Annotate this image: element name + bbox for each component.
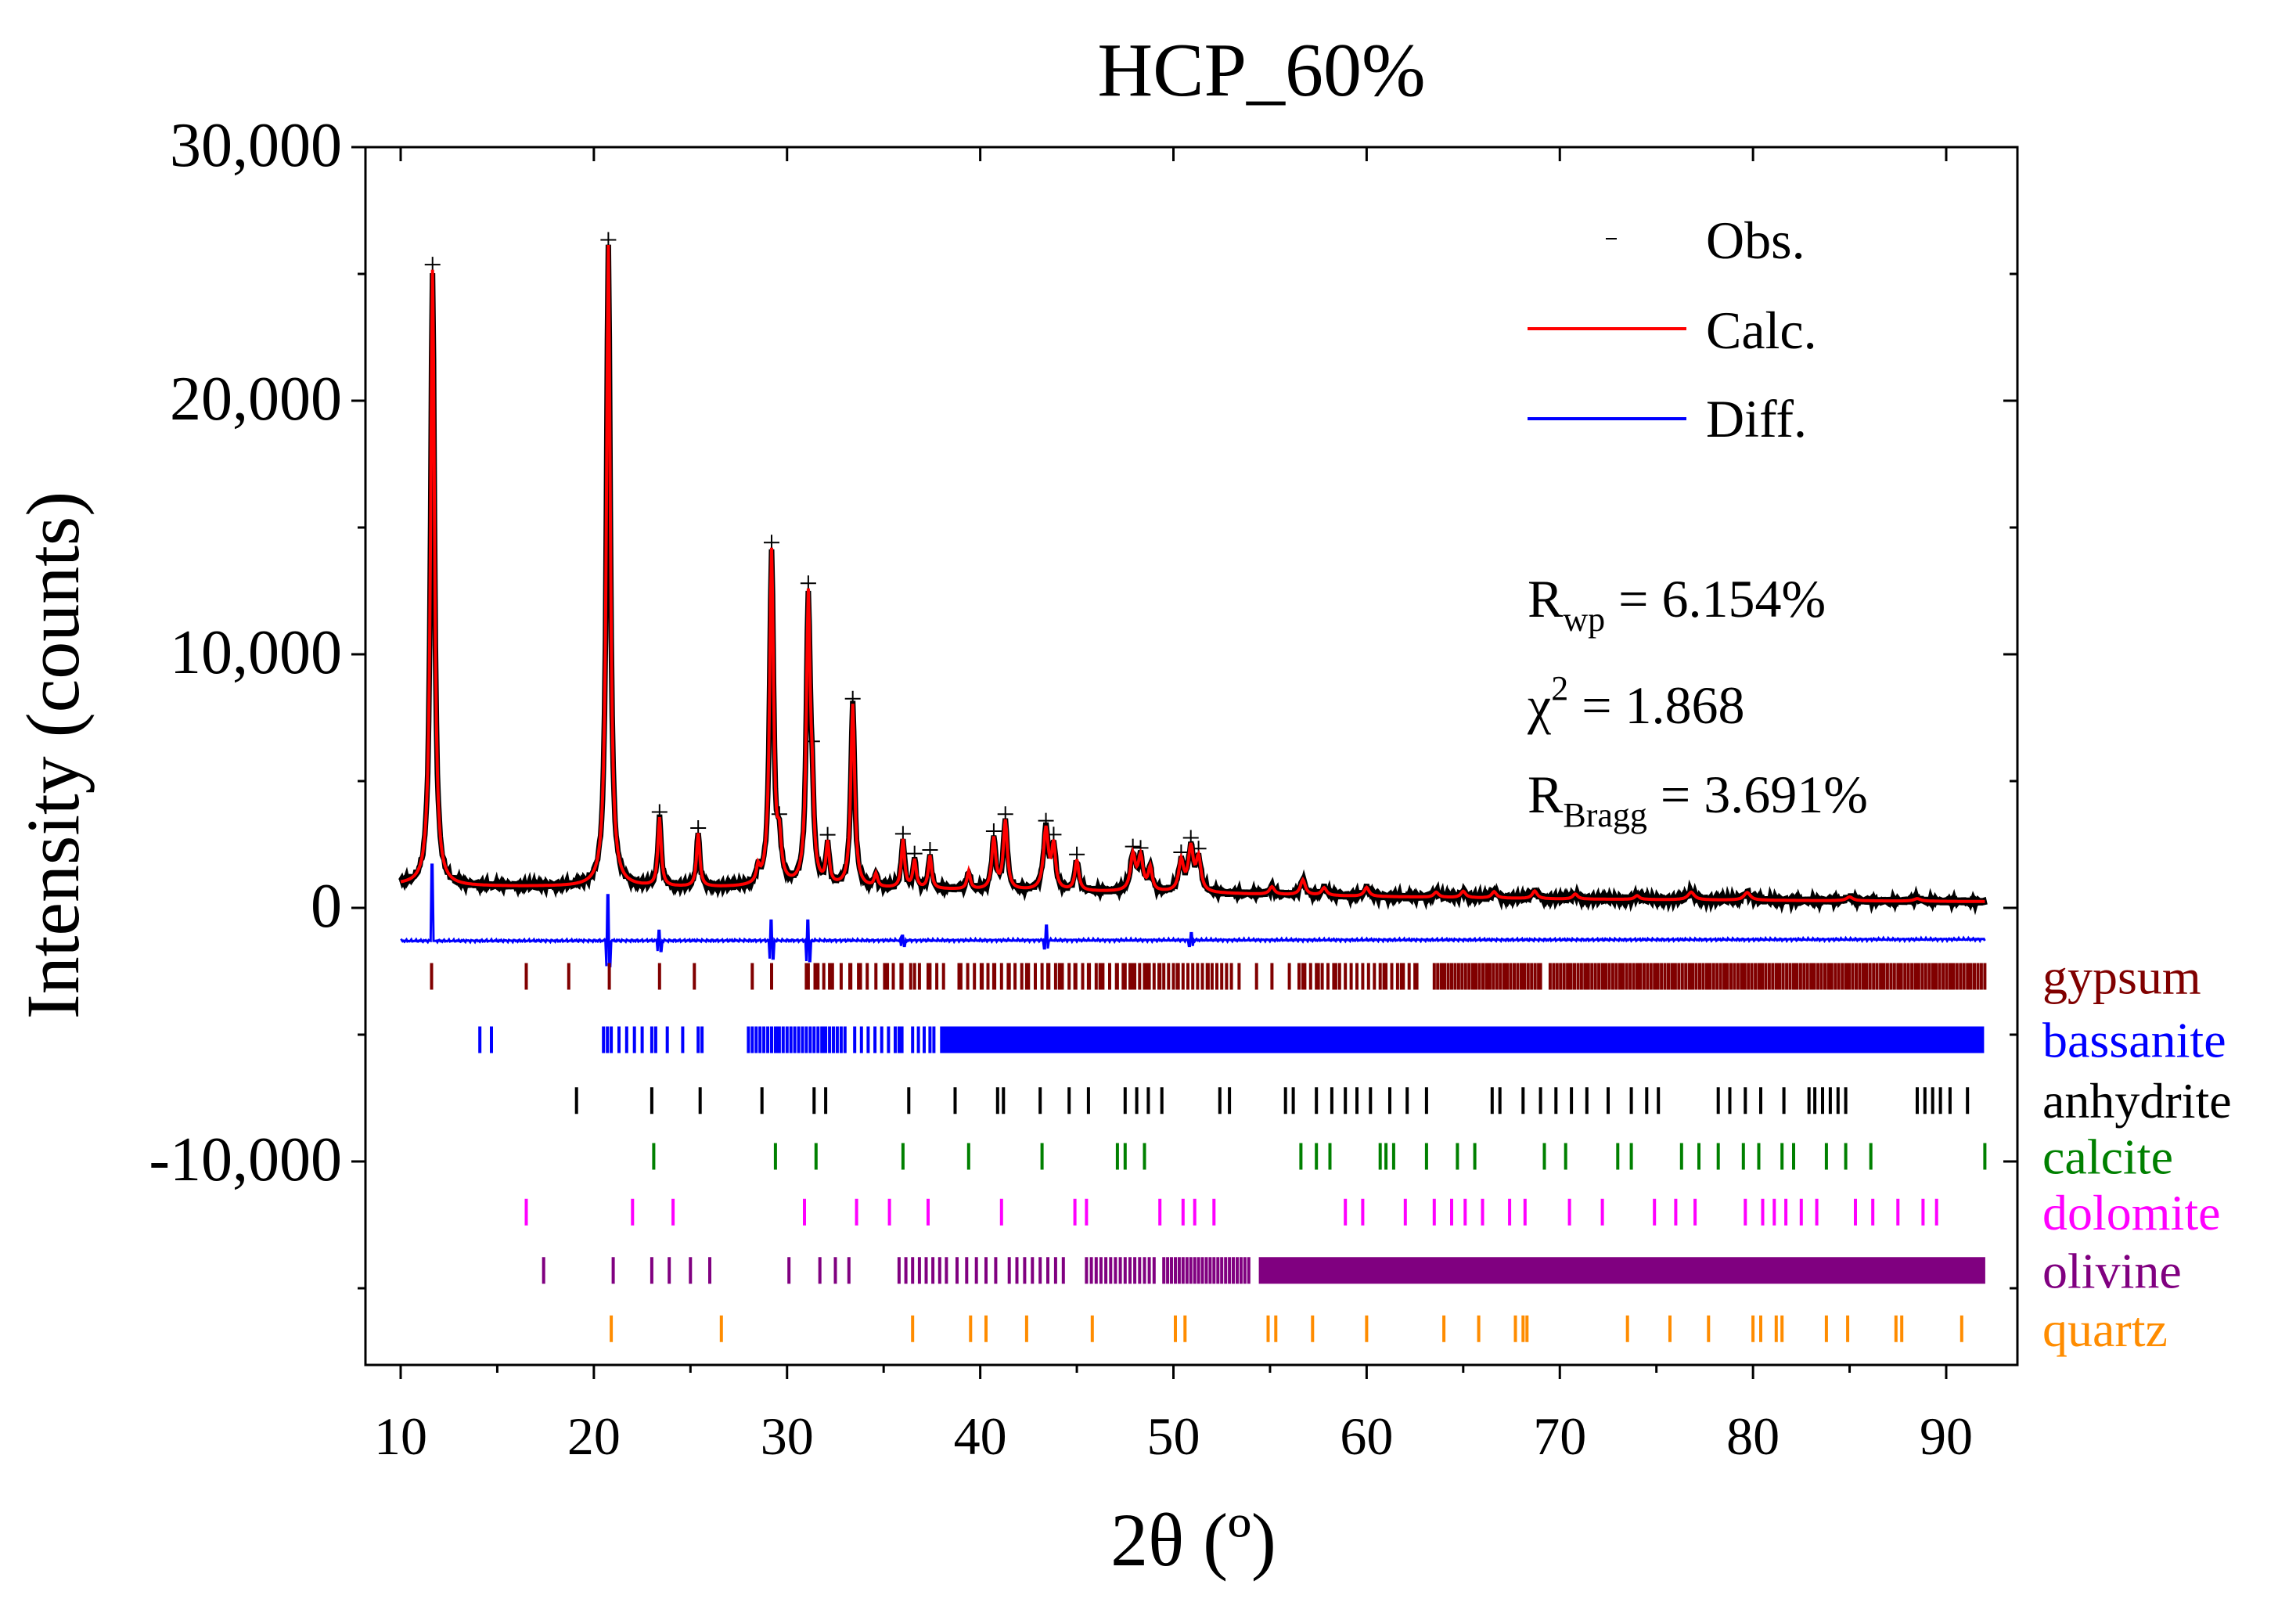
y-axis-label: Intensity (counts) — [11, 492, 95, 1020]
phase-ticks-dolomite — [524, 1198, 1938, 1226]
phase-label-bassanite: bassanite — [2042, 1012, 2226, 1068]
difference-series — [400, 863, 1986, 967]
x-tick-label: 20 — [567, 1406, 621, 1466]
rwp-stat: Rwp = 6.154% — [1528, 569, 1826, 639]
chart-title: HCP_60% — [1097, 28, 1425, 113]
calculated-series — [400, 244, 1985, 903]
legend-diff-label: Diff. — [1706, 389, 1807, 448]
x-tick-label: 10 — [374, 1406, 427, 1466]
phase-ticks-gypsum — [430, 963, 1987, 990]
legend: Obs. Calc. Diff. — [1528, 211, 1817, 448]
rbragg-stat: RBragg = 3.691% — [1528, 765, 1868, 834]
y-tick-label: -10,000 — [149, 1125, 342, 1194]
phase-ticks-olivine — [542, 1257, 1985, 1284]
plot-data — [398, 232, 1988, 967]
phase-labels: gypsum bassaniteanhydritecalcitedolomiteo… — [2042, 949, 2232, 1356]
phase-ticks-bassanite — [478, 1026, 1985, 1053]
phase-label-olivine: olivine — [2042, 1243, 2182, 1298]
phase-label-dolomite: dolomite — [2042, 1185, 2221, 1241]
phase-ticks-anhydrite — [574, 1087, 1970, 1114]
y-tick-label: 0 — [311, 872, 342, 941]
y-tick-label: 30,000 — [170, 111, 342, 180]
axis-ticks: 10 20 30 40 50 60 70 80 90 -10,000 0 10,000 20,000 30… — [149, 111, 2017, 1466]
phase-tick-marks — [430, 963, 1987, 1342]
x-tick-label: 60 — [1340, 1406, 1393, 1466]
chi-squared-stat: χ2 = 1.868 — [1527, 669, 1745, 735]
x-tick-label: 80 — [1726, 1406, 1780, 1466]
x-tick-label: 40 — [954, 1406, 1007, 1466]
x-tick-label: 70 — [1533, 1406, 1586, 1466]
phase-ticks-quartz — [610, 1315, 1963, 1342]
y-tick-label: 10,000 — [170, 618, 342, 687]
legend-calc-label: Calc. — [1706, 301, 1817, 360]
plot-frame — [364, 146, 2019, 1367]
phase-label-quartz: quartz — [2042, 1302, 2168, 1357]
y-tick-label: 20,000 — [170, 365, 342, 434]
phase-label-gypsum: gypsum — [2042, 949, 2201, 1004]
refinement-stats: Rwp = 6.154% χ2 = 1.868 RBragg = 3.691% — [1527, 569, 1868, 834]
phase-label-calcite: calcite — [2042, 1129, 2173, 1185]
phase-ticks-calcite — [652, 1143, 1987, 1170]
x-axis-label: 2θ (º) — [1110, 1498, 1276, 1582]
x-tick-label: 90 — [1920, 1406, 1973, 1466]
phase-label-anhydrite: anhydrite — [2042, 1073, 2232, 1129]
x-tick-label: 30 — [761, 1406, 814, 1466]
x-tick-label: 50 — [1147, 1406, 1200, 1466]
legend-obs-label: Obs. — [1706, 211, 1805, 270]
